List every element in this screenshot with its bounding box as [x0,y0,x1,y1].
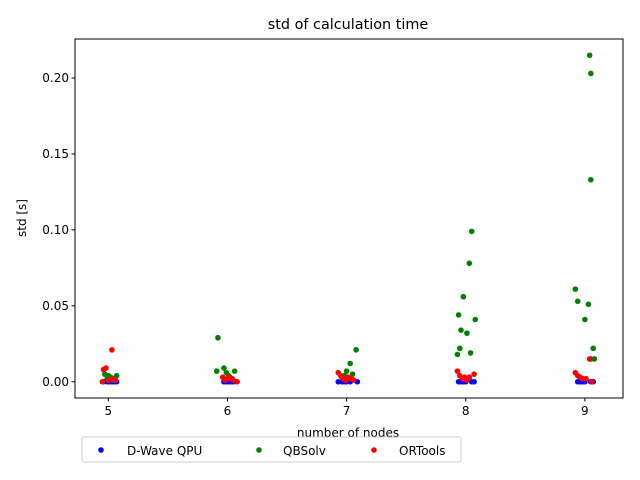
legend-marker-dwave [98,447,104,453]
chart-title: std of calculation time [268,17,429,33]
data-point-ortools [471,371,477,377]
data-point-qbsolv [464,330,470,336]
legend-label-dwave: D-Wave QPU [127,444,202,458]
data-point-qbsolv [353,347,359,353]
data-point-ortools [583,375,589,382]
data-point-qbsolv [585,301,592,308]
axes-frame [74,38,624,399]
data-point-ortools [99,378,106,385]
data-point-ortools [105,377,112,384]
x-tick-label: 6 [224,404,232,418]
series-qbsolv [101,52,598,384]
data-point-qbsolv [213,368,220,374]
data-point-qbsolv [472,316,479,323]
y-tick-label: 0.10 [42,223,69,237]
data-point-ortools [454,368,461,374]
data-point-qbsolv [572,286,579,292]
x-tick-label: 5 [105,404,113,418]
y-tick-label: 0.05 [42,299,69,313]
data-point-ortools [234,378,240,385]
data-point-qbsolv [221,365,227,371]
data-point-qbsolv [586,52,593,59]
data-point-qbsolv [466,260,473,267]
data-point-qbsolv [590,345,597,352]
y-axis: 0.00 0.05 0.10 0.15 0.20 [42,71,75,389]
data-point-ortools [103,365,109,371]
x-axis: 5 6 7 8 9 [105,398,589,418]
data-point-qbsolv [582,316,588,323]
data-point-qbsolv [588,176,594,183]
legend-frame [81,436,462,463]
y-axis-label: std [s] [15,199,29,237]
data-point-ortools [589,378,595,385]
data-point-qbsolv [460,293,467,300]
x-tick-label: 7 [343,404,351,418]
y-tick-label: 0.20 [42,71,69,85]
data-point-qbsolv [574,298,581,305]
plot-area [99,52,598,385]
data-point-qbsolv [588,70,594,77]
y-tick-label: 0.00 [42,375,69,389]
legend-label-ortools: ORTools [399,444,445,458]
x-tick-label: 8 [462,404,470,418]
legend-marker-qbsolv [256,447,262,453]
legend: D-Wave QPU QBSolv ORTools [81,436,462,463]
data-point-ortools [350,377,357,384]
data-point-qbsolv [231,368,238,374]
data-point-qbsolv [347,360,353,367]
data-point-ortools [109,347,115,353]
series-ortools [99,347,595,385]
data-point-qbsolv [458,327,464,333]
data-point-qbsolv [467,350,474,356]
data-point-dwave-qpu [471,378,477,385]
data-point-qbsolv [468,228,475,235]
data-point-qbsolv [456,345,463,352]
data-point-qbsolv [343,368,350,374]
data-point-ortools [586,356,593,362]
y-tick-label: 0.15 [42,147,69,161]
data-point-qbsolv [455,312,462,318]
data-point-ortools [466,374,473,381]
legend-label-qbsolv: QBSolv [283,444,326,458]
legend-marker-ortools [371,447,377,453]
data-point-qbsolv [454,351,461,358]
data-point-ortools [112,377,119,384]
data-point-qbsolv [215,334,221,341]
data-point-qbsolv [349,371,356,377]
x-tick-label: 9 [581,404,589,418]
